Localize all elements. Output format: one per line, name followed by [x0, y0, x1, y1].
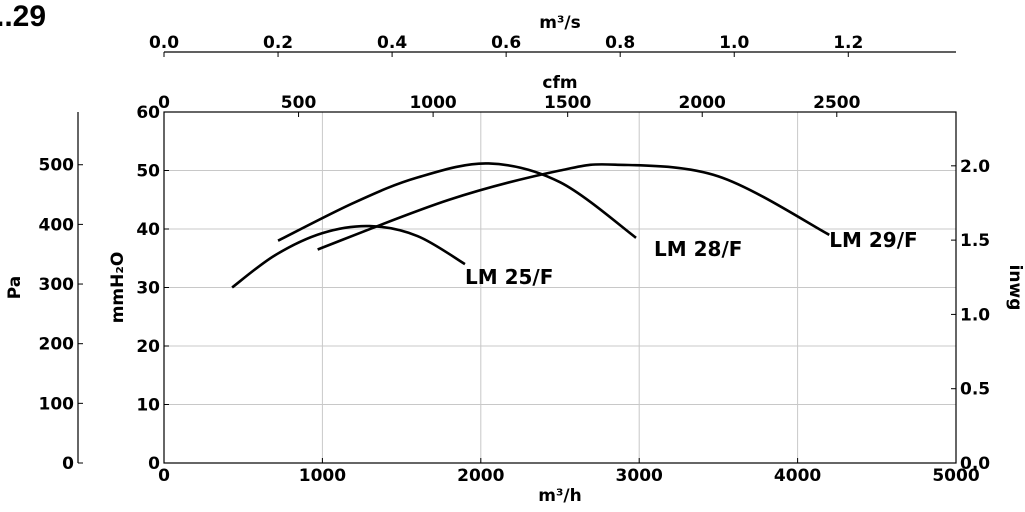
cfm-axis-title: cfm	[542, 73, 577, 93]
series-curves: LM 25/F LM 28/F LM 29/F	[231, 162, 918, 289]
axes: 0 1000 2000 3000 4000 5000m³/h0102030405060mm…	[5, 13, 1025, 506]
pa-tick-label: 500	[39, 156, 75, 176]
cfm-tick-label: 1500	[544, 93, 591, 113]
cfm-tick-label: 1000	[409, 93, 456, 113]
y-tick-label: 20	[136, 337, 160, 357]
y-tick-label: 30	[136, 279, 160, 299]
page-title: ..29	[0, 0, 46, 33]
m3s-tick-label: 0.0	[149, 33, 179, 53]
inwg-tick-label: 1.0	[960, 305, 990, 325]
pa-tick-label: 400	[39, 215, 75, 235]
inwg-tick-label: 0.0	[960, 454, 990, 474]
series-label-2: LM 28/F	[654, 237, 742, 261]
cfm-tick-label: 500	[281, 93, 317, 113]
cfm-tick-label: 2000	[679, 93, 726, 113]
cfm-tick-label: 0	[158, 93, 170, 113]
x-axis-title: m³/h	[538, 486, 581, 506]
m3s-tick-label: 1.0	[719, 33, 749, 53]
inwg-tick-label: 2.0	[960, 157, 990, 177]
m3s-tick-label: 0.2	[263, 33, 293, 53]
cfm-tick-label: 2500	[813, 93, 860, 113]
x-tick-label: 2000	[457, 466, 504, 486]
series-label-1: LM 25/F	[465, 265, 553, 289]
series-line-3	[317, 163, 830, 251]
x-tick-label: 1000	[299, 466, 346, 486]
y-tick-label: 60	[136, 103, 160, 123]
x-tick-label: 4000	[774, 466, 821, 486]
series-line-1	[231, 224, 466, 289]
y-tick-label: 50	[136, 162, 160, 182]
pa-tick-label: 200	[39, 335, 75, 355]
inwg-tick-label: 0.5	[960, 380, 990, 400]
x-tick-label: 3000	[616, 466, 663, 486]
series-label-3: LM 29/F	[829, 228, 917, 252]
inwg-axis-title: inwg	[1005, 265, 1025, 311]
pa-tick-label: 300	[39, 275, 75, 295]
m3s-tick-label: 0.4	[377, 33, 407, 53]
m3s-tick-label: 0.6	[491, 33, 521, 53]
pa-tick-label: 0	[62, 454, 74, 474]
y-tick-label: 10	[136, 396, 160, 416]
pa-axis-title: Pa	[5, 276, 25, 299]
grid	[164, 112, 956, 463]
y-axis-title: mmH₂O	[108, 252, 128, 324]
m3s-tick-label: 1.2	[833, 33, 863, 53]
x-tick-label: 5000	[932, 466, 979, 486]
inwg-tick-label: 1.5	[960, 231, 990, 251]
m3s-axis-title: m³/s	[539, 13, 581, 33]
m3s-tick-label: 0.8	[605, 33, 635, 53]
pa-tick-label: 100	[39, 394, 75, 414]
y-tick-label: 0	[148, 454, 160, 474]
x-tick-label: 0	[158, 466, 170, 486]
y-tick-label: 40	[136, 220, 160, 240]
series-line-2	[277, 162, 637, 242]
